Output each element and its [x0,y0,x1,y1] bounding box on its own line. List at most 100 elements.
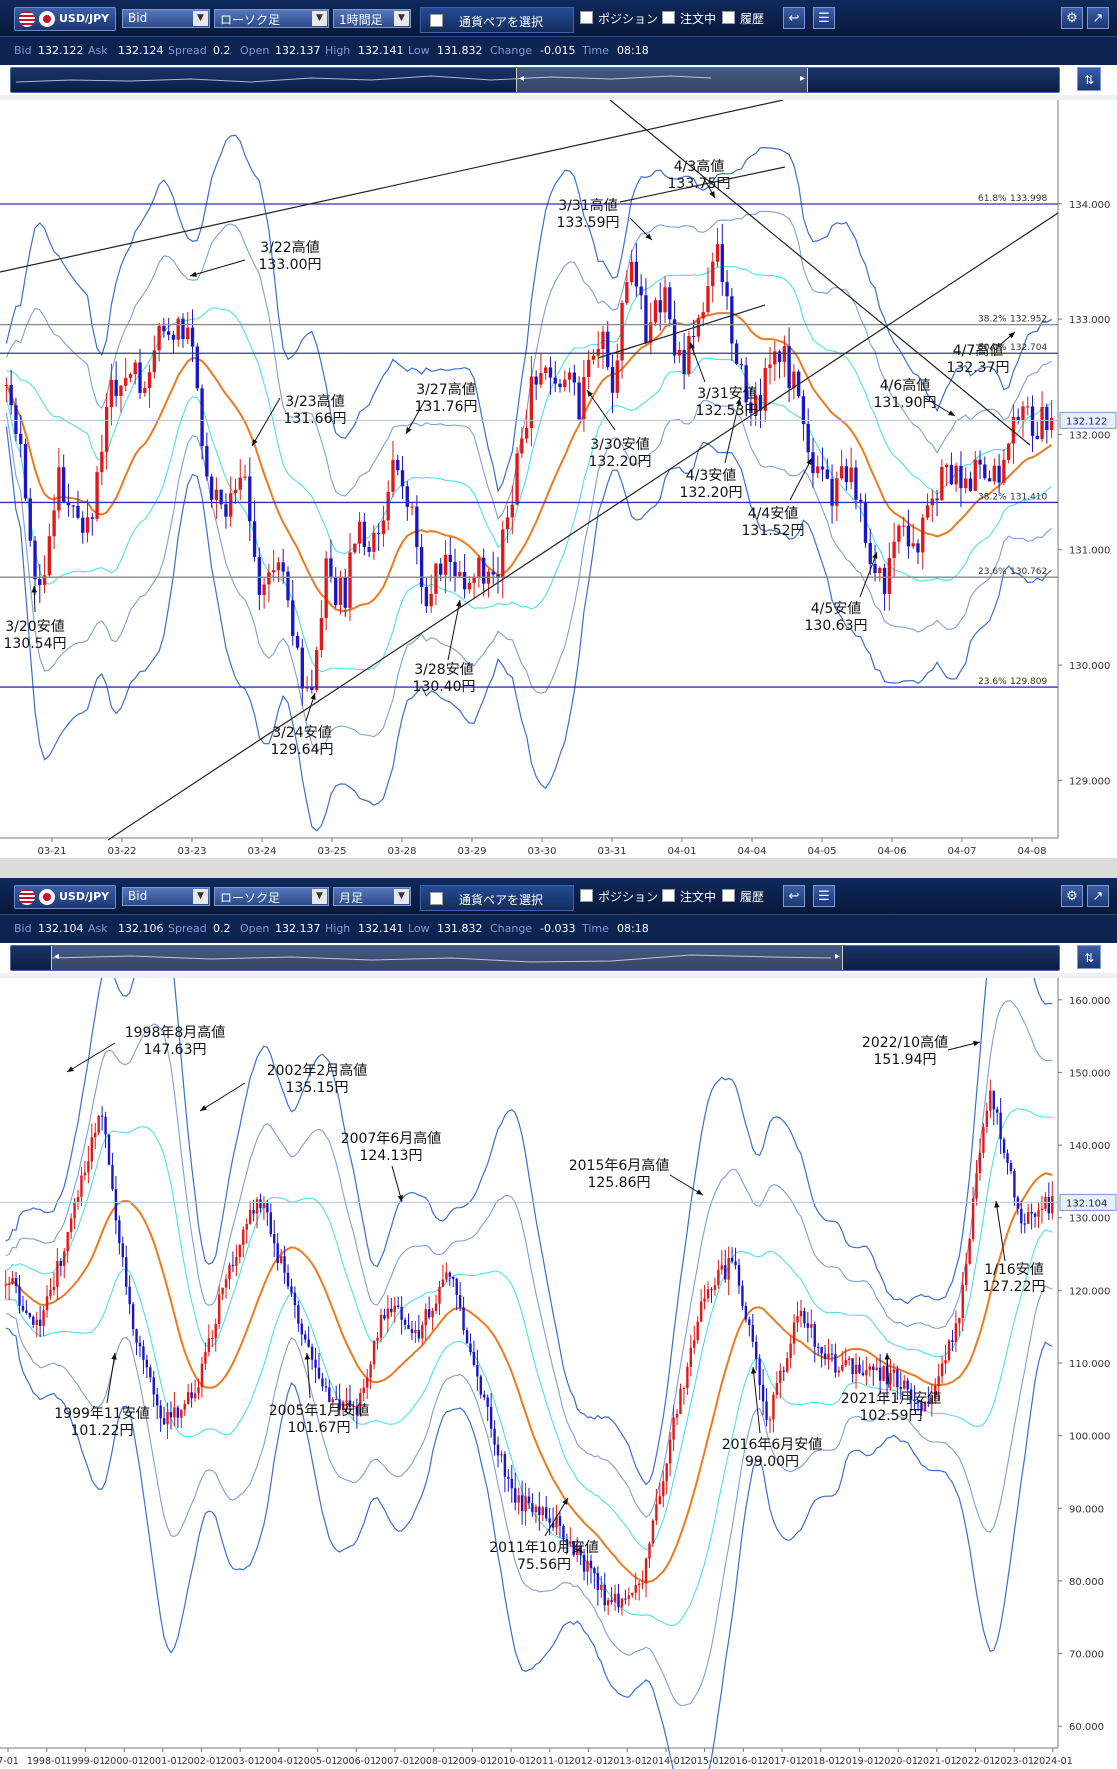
select-pair-button[interactable]: 通貨ペアを選択 [420,885,574,911]
x-tick-label: 04-05 [807,846,836,857]
change-value: -0.033 [540,922,576,935]
redraw-button[interactable]: ↩ [783,7,805,29]
candle-body [586,1560,589,1572]
candle-body [328,1387,331,1403]
candle-body [663,287,667,313]
x-tick-label: 04-04 [737,846,766,857]
candle-body [307,1339,310,1347]
currency-pair-button[interactable]: USD/JPY [14,885,116,909]
layout-button[interactable]: ☰ [813,7,835,29]
select-pair-checkbox[interactable] [430,892,443,905]
candle-body [940,467,944,501]
candle-body [782,1370,785,1372]
candle-body [205,446,209,477]
x-tick-label: 2012-01 [569,1756,609,1767]
candle-body [596,1573,600,1591]
candle-body [851,1358,854,1375]
chart-type-select[interactable]: ローソク足 ▼ [214,887,329,906]
candle-body [414,1330,417,1333]
candle-body [965,1263,968,1286]
settings-gear-icon[interactable]: ⚙ [1061,885,1083,907]
annotation-price: 132.37円 [947,360,1010,376]
candle-body [207,1338,211,1352]
candle-body [999,1112,1002,1140]
layout-button[interactable]: ☰ [813,885,835,907]
candle-body [689,1347,693,1367]
chart-type-select[interactable]: ローソク足 ▼ [214,9,329,28]
orders-checkbox[interactable] [662,11,675,24]
price-type-select[interactable]: Bid ▼ [122,887,210,906]
candle-body [892,541,896,559]
redraw-button[interactable]: ↩ [783,885,805,907]
candle-body [359,1393,362,1415]
settings-gear-icon[interactable]: ⚙ [1061,7,1083,29]
candle-body [491,571,495,575]
popout-icon[interactable]: ↗ [1087,7,1109,29]
annotation-arrowhead [31,586,37,593]
navigator-selection[interactable]: ◂ ▸ [516,68,808,92]
candle-body [631,1592,634,1596]
candle-body [706,1289,710,1299]
timeframe-select[interactable]: 月足 ▼ [333,887,411,906]
navigator-selection[interactable]: ◂ ▸ [51,946,843,970]
candle-body [529,376,534,429]
candle-body [104,1116,107,1135]
select-pair-button[interactable]: 通貨ペアを選択 [420,7,574,33]
candle-body [21,1305,25,1311]
x-tick-label: 03-22 [107,846,136,857]
navigator-expand-button[interactable]: ⇅ [1077,67,1101,91]
select-pair-checkbox[interactable] [430,14,443,27]
candle-body [166,331,171,335]
candle-body [238,1244,242,1258]
annotation-title: 2022/10高値 [862,1034,948,1051]
annotation-title: 2007年6月高値 [341,1130,442,1147]
y-tick-label: 130.000 [1069,1214,1110,1225]
candle-body [737,1265,741,1286]
popout-icon[interactable]: ↗ [1087,885,1109,907]
candle-body [131,1304,135,1330]
candle-body [749,402,753,414]
navigator-bar[interactable]: ◂ ▸ [10,67,1060,93]
candle-body [352,1406,355,1408]
trend-line [107,212,1059,841]
candle-body [558,383,562,388]
history-checkbox[interactable] [722,889,735,902]
annotation-arrowhead [304,1353,311,1360]
monthly-candlestick-chart[interactable]: 60.000 70.000 80.000 90.000 100.000 110.000 12… [0,978,1117,1769]
currency-pair-button[interactable]: USD/JPY [14,7,116,31]
candle-body [1030,406,1035,436]
candle-body [317,1367,321,1379]
candle-body [335,1399,338,1401]
candle-body [725,282,729,297]
price-type-value: Bid [128,11,148,25]
candle-body [1002,459,1006,483]
candle-body [520,438,524,454]
candle-body [675,1413,679,1418]
candle-body [868,1366,872,1370]
navigator-expand-button[interactable]: ⇅ [1077,945,1101,969]
candle-body [830,1353,834,1355]
history-checkbox[interactable] [722,11,735,24]
position-checkbox[interactable] [580,11,593,24]
candle-body [916,1401,920,1403]
position-checkbox[interactable] [580,889,593,902]
annotation-arrowhead [948,410,955,416]
hourly-candlestick-chart[interactable]: 129.000 130.000 131.000 132.000 133.000 134.0… [0,100,1117,858]
candle-body [1035,435,1039,440]
candle-body [267,572,271,585]
candle-body [228,1265,231,1280]
x-tick-label: 2020-01 [878,1756,918,1767]
chart-separator [0,95,1117,100]
x-tick-label: 2013-01 [607,1756,647,1767]
annotation-price: 129.64円 [271,742,334,758]
candle-body [348,1400,352,1408]
price-type-select[interactable]: Bid ▼ [122,9,210,28]
price-axis-area [1058,978,1117,1769]
orders-checkbox[interactable] [662,889,675,902]
navigator-bar[interactable]: ◂ ▸ [10,945,1060,971]
candle-body [279,1256,283,1263]
timeframe-select[interactable]: 1時間足 ▼ [333,9,411,28]
candle-body [476,1365,479,1377]
jp-flag-icon [39,889,55,905]
